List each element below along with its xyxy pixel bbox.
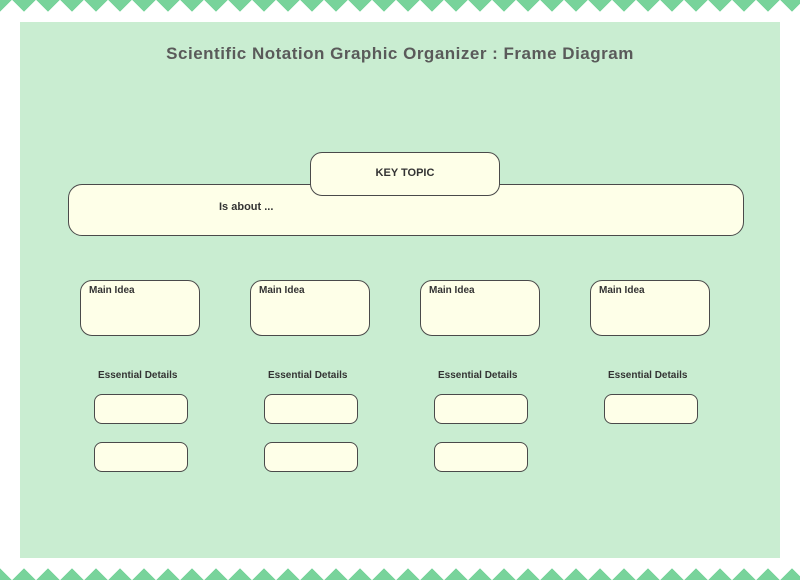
essential-details-label: Essential Details (268, 370, 347, 381)
page-title: Scientific Notation Graphic Organizer : … (20, 44, 780, 64)
main-idea-box: Main Idea (250, 280, 370, 336)
essential-details-label: Essential Details (608, 370, 687, 381)
main-idea-label: Main Idea (599, 285, 645, 296)
key-topic-label: KEY TOPIC (376, 167, 435, 179)
key-topic-box: KEY TOPIC (310, 152, 500, 196)
detail-box (604, 394, 698, 424)
zigzag-border-bottom (0, 568, 800, 580)
main-idea-label: Main Idea (259, 285, 305, 296)
detail-box (264, 442, 358, 472)
essential-details-label: Essential Details (98, 370, 177, 381)
main-idea-box: Main Idea (590, 280, 710, 336)
detail-box (434, 394, 528, 424)
main-idea-label: Main Idea (89, 285, 135, 296)
is-about-label: Is about ... (219, 201, 273, 213)
detail-box (264, 394, 358, 424)
detail-box (434, 442, 528, 472)
main-idea-box: Main Idea (420, 280, 540, 336)
diagram-canvas: Scientific Notation Graphic Organizer : … (20, 22, 780, 558)
essential-details-label: Essential Details (438, 370, 517, 381)
main-idea-box: Main Idea (80, 280, 200, 336)
detail-box (94, 394, 188, 424)
detail-box (94, 442, 188, 472)
zigzag-border-top (0, 0, 800, 12)
main-idea-label: Main Idea (429, 285, 475, 296)
